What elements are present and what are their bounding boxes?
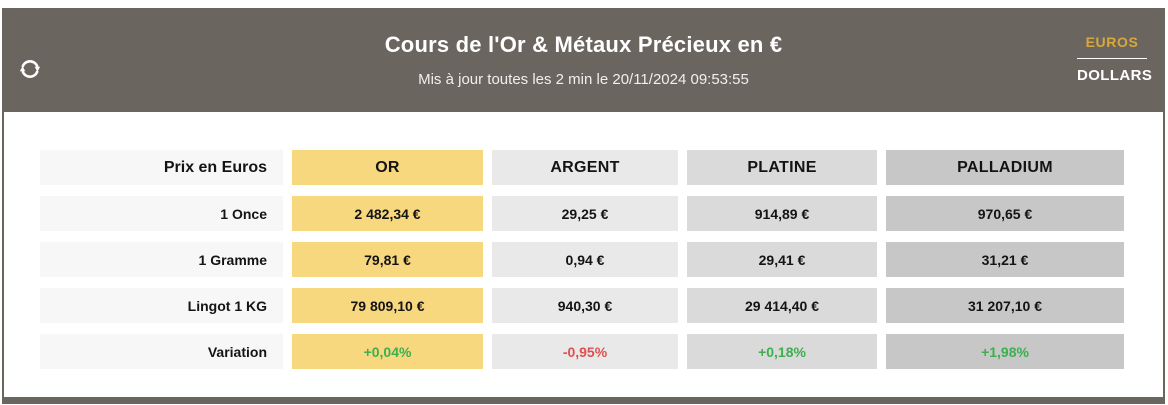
price-platine-gramme: 29,41 € [687,242,877,277]
price-or-once: 2 482,34 € [292,196,483,231]
price-or-gramme: 79,81 € [292,242,483,277]
page-title: Cours de l'Or & Métaux Précieux en € [384,32,783,57]
price-platine-lingot: 29 414,40 € [687,288,877,323]
price-or-lingot: 79 809,10 € [292,288,483,323]
price-argent-once: 29,25 € [492,196,678,231]
column-header-palladium: PALLADIUM [886,150,1124,185]
row-label-gramme: 1 Gramme [40,242,283,277]
column-header-argent: ARGENT [492,150,678,185]
price-palladium-gramme: 31,21 € [886,242,1124,277]
refresh-button[interactable] [18,58,42,82]
row-label-variation: Variation [40,334,283,369]
price-palladium-once: 970,65 € [886,196,1124,231]
price-table: Prix en Euros OR ARGENT PLATINE PALLADIU… [40,150,1163,369]
row-label-once: 1 Once [40,196,283,231]
widget-header: Cours de l'Or & Métaux Précieux en € Mis… [4,8,1163,112]
price-platine-once: 914,89 € [687,196,877,231]
refresh-icon [19,60,41,83]
column-header-platine: PLATINE [687,150,877,185]
currency-option-euros[interactable]: EUROS [1077,34,1147,59]
price-argent-gramme: 0,94 € [492,242,678,277]
table-corner-label: Prix en Euros [40,150,283,185]
variation-argent: -0,95% [492,334,678,369]
column-header-or: OR [292,150,483,185]
row-label-lingot: Lingot 1 KG [40,288,283,323]
widget-frame: Cours de l'Or & Métaux Précieux en € Mis… [2,8,1165,404]
variation-platine: +0,18% [687,334,877,369]
currency-toggle: EUROS DOLLARS [1077,34,1153,84]
variation-or: +0,04% [292,334,483,369]
price-argent-lingot: 940,30 € [492,288,678,323]
last-updated-text: Mis à jour toutes les 2 min le 20/11/202… [418,71,749,88]
currency-option-dollars[interactable]: DOLLARS [1077,67,1153,84]
variation-palladium: +1,98% [886,334,1124,369]
price-palladium-lingot: 31 207,10 € [886,288,1124,323]
